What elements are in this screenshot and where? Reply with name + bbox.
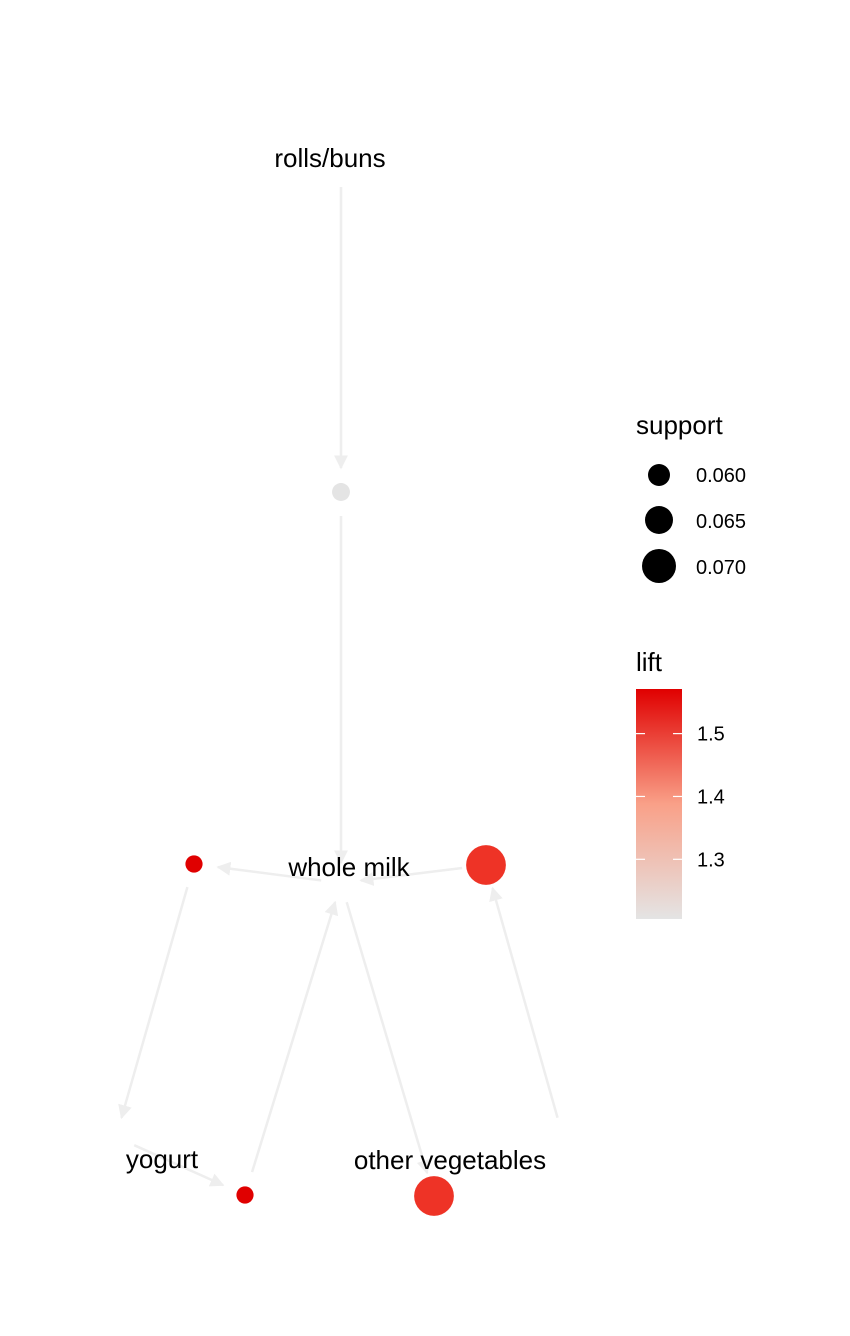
support-legend-label-3: 0.070: [696, 557, 746, 579]
lift-legend: lift 1.3 1.4 1.5: [636, 647, 725, 919]
lift-tick-label-1: 1.3: [697, 849, 725, 871]
item-label-other-vegetables: other vegetables: [354, 1145, 546, 1175]
lift-tick-label-3: 1.5: [697, 724, 725, 746]
support-legend-key-1: [648, 464, 670, 486]
lift-tick-label-2: 1.4: [697, 786, 725, 808]
support-legend-label-2: 0.065: [696, 511, 746, 533]
lift-legend-title: lift: [636, 647, 663, 677]
rule-node-rule1: [332, 483, 350, 501]
rule-node-rule3: [236, 1186, 254, 1204]
lift-colorbar-ticks: 1.3 1.4 1.5: [636, 724, 725, 871]
lift-colorbar: [636, 689, 682, 919]
edge-4: [118, 886, 189, 1120]
edge-3: [216, 861, 322, 882]
item-label-yogurt: yogurt: [126, 1144, 199, 1174]
edge-6: [250, 900, 339, 1173]
edge-8: [359, 866, 463, 886]
support-legend: support 0.060 0.065 0.070: [636, 410, 746, 583]
support-legend-label-1: 0.060: [696, 465, 746, 487]
edge-7: [489, 886, 559, 1119]
support-legend-title: support: [636, 410, 723, 440]
edge-9: [345, 901, 431, 1175]
edges-layer: [118, 187, 559, 1187]
rule-nodes-layer: [185, 483, 506, 1216]
support-legend-key-2: [645, 506, 673, 534]
rule-node-rule4: [466, 845, 506, 885]
support-legend-key-3: [642, 549, 676, 583]
edge-5: [133, 1144, 225, 1187]
item-label-whole-milk: whole milk: [287, 852, 410, 882]
rule-node-rule5: [414, 1176, 454, 1216]
item-label-rolls-buns: rolls/buns: [274, 143, 385, 173]
rule-node-rule2: [185, 855, 203, 873]
item-labels: rolls/buns whole milk yogurt other veget…: [126, 143, 546, 1175]
